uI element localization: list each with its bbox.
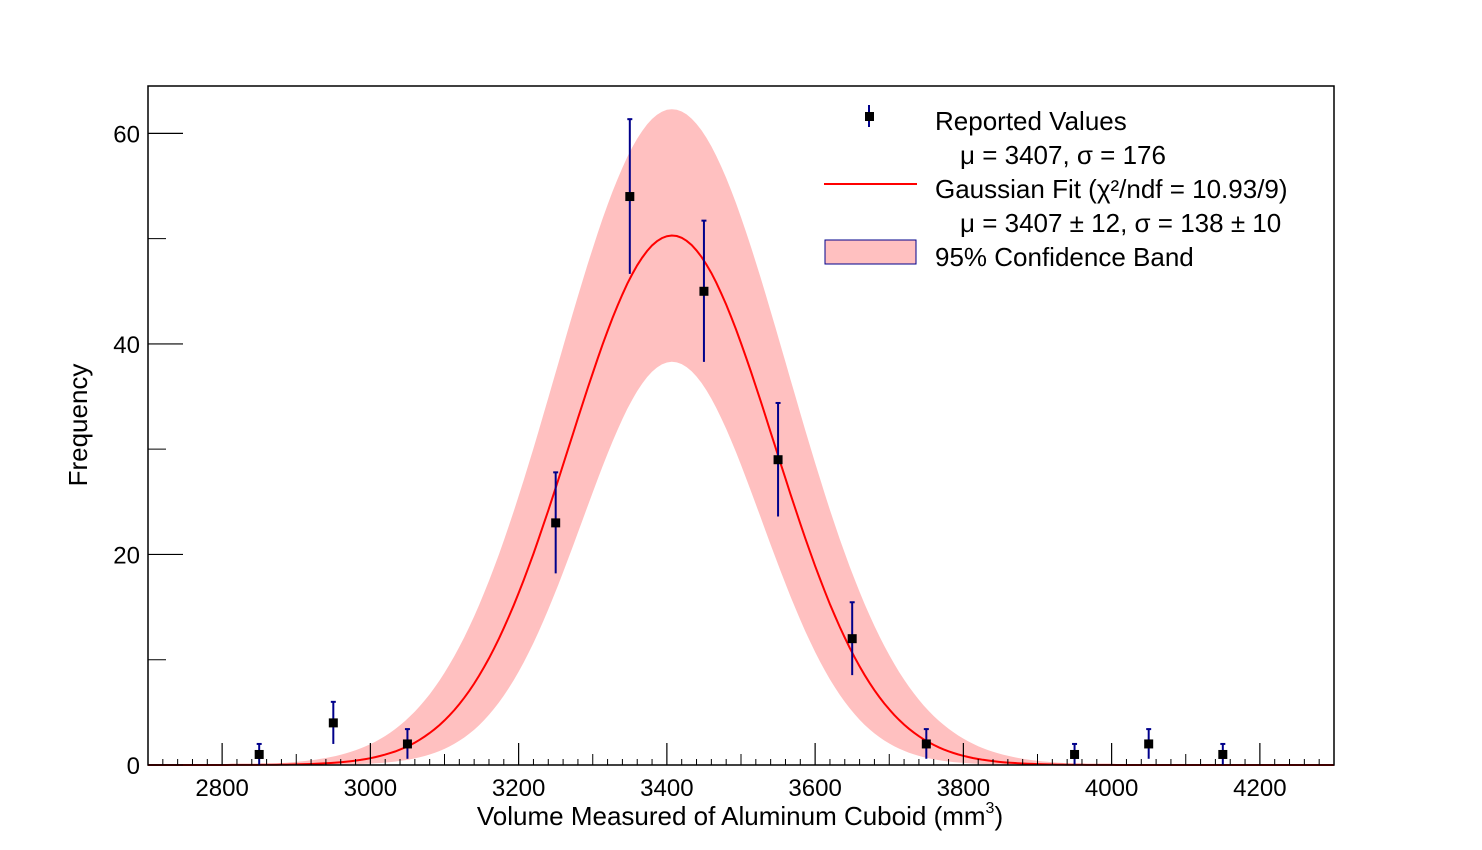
x-tick-label: 3600	[788, 775, 841, 802]
y-tick-label: 60	[113, 121, 140, 148]
point-marker	[1070, 749, 1080, 759]
point-marker	[847, 634, 857, 644]
data-point	[1218, 742, 1228, 765]
x-tick-label: 3000	[344, 775, 397, 802]
data-point	[551, 471, 561, 574]
x-tick-label: 3800	[937, 775, 990, 802]
data-points-layer	[254, 118, 1228, 765]
data-point	[1144, 728, 1154, 759]
x-axis-title: Volume Measured of Aluminum Cuboid (mm3)	[477, 800, 1003, 831]
legend-label-confidence-band: 95% Confidence Band	[935, 242, 1194, 272]
data-point	[254, 742, 264, 765]
point-marker	[254, 749, 264, 759]
legend-label-reported-values: Reported Values	[935, 106, 1127, 136]
data-point	[402, 728, 412, 759]
legend-sub-gaussian-fit: μ = 3407 ± 12, σ = 138 ± 10	[960, 208, 1281, 238]
data-point	[773, 401, 783, 517]
data-point	[328, 700, 338, 744]
axis-ticks-layer	[147, 132, 1335, 766]
legend: Reported Values μ = 3407, σ = 176 Gaussi…	[824, 105, 1288, 272]
legend-box-confidence-band	[824, 239, 917, 265]
point-marker	[699, 286, 709, 296]
data-point	[625, 118, 635, 274]
x-tick-label: 4200	[1233, 775, 1286, 802]
point-marker	[1218, 749, 1228, 759]
confidence-band-layer	[148, 109, 1334, 765]
x-tick-label: 4000	[1085, 775, 1138, 802]
x-tick-label: 3400	[640, 775, 693, 802]
y-tick-label: 20	[113, 542, 140, 569]
data-point	[847, 601, 857, 676]
legend-sub-reported-values: μ = 3407, σ = 176	[960, 140, 1166, 170]
legend-marker-reported-values	[865, 105, 874, 127]
x-tick-label: 2800	[195, 775, 248, 802]
point-marker	[625, 192, 635, 202]
y-tick-label: 40	[113, 332, 140, 359]
data-point	[921, 728, 931, 759]
point-marker	[551, 518, 561, 528]
point-marker	[402, 739, 412, 749]
point-marker	[773, 455, 783, 465]
data-point	[699, 219, 709, 362]
tick-labels-layer: 2800 3000 3200 3400 3600 3800 4000 4200 0 20 40 60	[113, 121, 1286, 802]
point-marker	[1144, 739, 1154, 749]
data-point	[1070, 742, 1080, 765]
point-marker	[328, 718, 338, 728]
x-tick-label: 3200	[492, 775, 545, 802]
y-axis-title: Frequency	[63, 364, 93, 487]
point-marker	[921, 739, 931, 749]
y-tick-label: 0	[127, 753, 140, 780]
confidence-band-area	[148, 109, 1334, 765]
legend-label-gaussian-fit: Gaussian Fit (χ²/ndf = 10.93/9)	[935, 174, 1288, 204]
